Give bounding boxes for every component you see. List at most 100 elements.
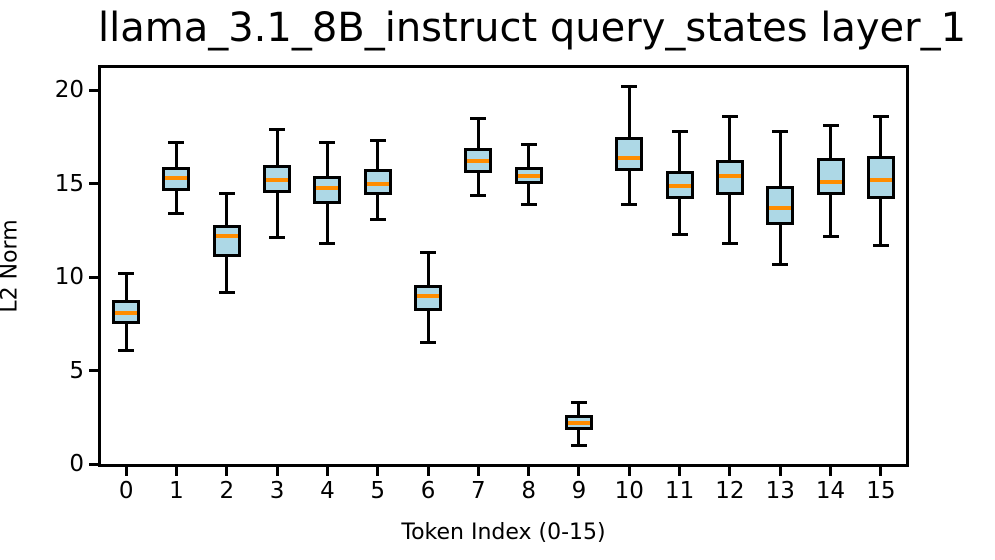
whisker-cap-bottom-token-1 (168, 212, 185, 216)
y-tick-mark-0 (89, 462, 98, 466)
whisker-cap-top-token-10 (621, 85, 638, 89)
median-line-token-0 (115, 310, 138, 315)
whisker-cap-top-token-0 (118, 271, 135, 275)
whisker-cap-top-token-2 (218, 191, 235, 195)
box-token-7 (464, 148, 493, 173)
box-token-6 (414, 284, 443, 311)
median-line-token-6 (417, 293, 440, 298)
x-tick-mark-11 (678, 467, 682, 476)
box-token-10 (615, 137, 644, 171)
median-line-token-1 (165, 176, 188, 181)
x-tick-mark-5 (376, 467, 380, 476)
whisker-cap-bottom-token-11 (671, 232, 688, 236)
whisker-cap-top-token-5 (369, 139, 386, 143)
x-tick-mark-8 (527, 467, 531, 476)
whisker-cap-bottom-token-10 (621, 202, 638, 206)
whisker-cap-bottom-token-3 (269, 236, 286, 240)
whisker-cap-top-token-14 (822, 124, 839, 128)
y-tick-label-10: 10 (54, 264, 84, 291)
y-tick-mark-20 (89, 88, 98, 92)
whisker-cap-top-token-15 (872, 115, 889, 119)
x-tick-mark-7 (476, 467, 480, 476)
median-line-token-5 (366, 181, 389, 186)
whisker-cap-bottom-token-5 (369, 217, 386, 221)
box-token-2 (212, 224, 241, 257)
chart-title: llama_3.1_8B_instruct query_states layer… (98, 5, 967, 51)
y-tick-label-20: 20 (54, 77, 84, 104)
box-token-8 (514, 167, 543, 184)
box-token-11 (665, 170, 694, 199)
whisker-cap-top-token-12 (721, 115, 738, 119)
y-tick-mark-10 (89, 275, 98, 279)
whisker-cap-top-token-7 (470, 116, 487, 120)
x-tick-label-9: 9 (571, 478, 587, 504)
x-tick-label-5: 5 (370, 478, 386, 504)
whisker-cap-top-token-9 (570, 400, 587, 404)
box-token-9 (564, 415, 593, 431)
x-tick-label-10: 10 (614, 478, 644, 504)
median-line-token-4 (316, 185, 339, 190)
x-tick-mark-6 (426, 467, 430, 476)
whisker-cap-bottom-token-4 (319, 242, 336, 246)
x-tick-mark-10 (627, 467, 631, 476)
box-token-13 (766, 185, 795, 225)
whisker-cap-bottom-token-15 (872, 243, 889, 247)
median-line-token-11 (668, 183, 691, 188)
y-tick-label-5: 5 (69, 357, 84, 384)
x-tick-label-15: 15 (866, 478, 896, 504)
x-tick-label-7: 7 (471, 478, 486, 504)
box-token-14 (816, 157, 845, 195)
whisker-cap-top-token-6 (420, 251, 437, 255)
whisker-cap-bottom-token-14 (822, 234, 839, 238)
y-tick-label-15: 15 (54, 170, 84, 197)
y-tick-mark-15 (89, 182, 98, 186)
median-line-token-9 (567, 420, 590, 425)
median-line-token-2 (215, 234, 238, 239)
x-tick-label-2: 2 (219, 478, 235, 504)
x-tick-mark-1 (174, 467, 178, 476)
median-line-token-3 (266, 178, 289, 183)
x-tick-mark-4 (325, 467, 329, 476)
x-tick-mark-9 (577, 467, 581, 476)
x-axis-label: Token Index (0-15) (401, 520, 606, 545)
box-token-5 (363, 168, 392, 195)
whisker-cap-top-token-11 (671, 130, 688, 133)
whisker-cap-top-token-3 (269, 128, 286, 132)
x-tick-label-8: 8 (521, 478, 536, 504)
x-tick-label-11: 11 (664, 478, 695, 504)
x-tick-label-3: 3 (269, 478, 285, 504)
box-token-3 (263, 165, 292, 194)
x-tick-mark-13 (778, 467, 782, 476)
x-tick-mark-3 (275, 467, 279, 476)
box-token-0 (112, 299, 141, 324)
x-tick-label-13: 13 (765, 478, 795, 504)
whisker-cap-bottom-token-9 (570, 443, 587, 447)
x-tick-label-6: 6 (420, 478, 436, 504)
median-line-token-10 (618, 155, 641, 160)
x-tick-label-14: 14 (815, 478, 846, 504)
x-tick-mark-0 (124, 467, 128, 476)
x-tick-label-12: 12 (715, 478, 745, 504)
x-tick-label-4: 4 (320, 478, 335, 504)
plot-area (98, 65, 909, 467)
box-token-1 (162, 167, 191, 192)
y-tick-label-0: 0 (69, 451, 84, 477)
box-token-12 (715, 159, 744, 195)
whisker-cap-top-token-13 (772, 130, 789, 133)
whisker-cap-bottom-token-2 (218, 290, 235, 294)
median-line-token-8 (517, 174, 540, 179)
whisker-cap-bottom-token-8 (520, 202, 537, 206)
x-tick-mark-15 (879, 467, 883, 476)
box-token-15 (866, 155, 895, 199)
median-line-token-12 (718, 174, 741, 179)
whisker-cap-top-token-8 (520, 143, 537, 147)
whisker-cap-bottom-token-6 (420, 341, 437, 345)
x-tick-mark-12 (728, 467, 732, 476)
median-line-token-14 (819, 179, 842, 184)
whisker-cap-bottom-token-7 (470, 193, 487, 197)
x-tick-mark-2 (225, 467, 229, 476)
whisker-cap-bottom-token-0 (118, 348, 135, 352)
median-line-token-15 (869, 178, 892, 183)
y-tick-mark-5 (89, 369, 98, 373)
